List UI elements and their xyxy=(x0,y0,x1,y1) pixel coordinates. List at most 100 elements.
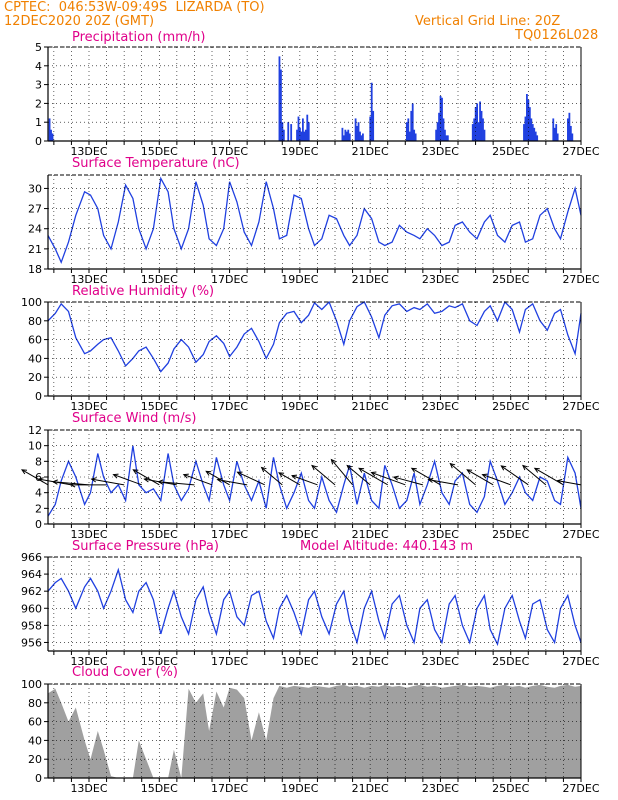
wind-arrow-head xyxy=(556,478,563,485)
precip-bar xyxy=(552,118,555,141)
wind-y-tick-label: 8 xyxy=(35,455,42,468)
precip-bar xyxy=(356,125,358,141)
wind-arrow-head xyxy=(90,477,97,483)
precip-bar xyxy=(436,122,439,141)
precip-bar xyxy=(476,103,479,141)
precip-bar xyxy=(445,135,448,141)
wind-arrow-head xyxy=(358,467,365,473)
precip-bar xyxy=(471,124,474,141)
wind-arrow xyxy=(113,474,142,486)
precip-bar xyxy=(354,118,357,141)
precip-bar xyxy=(435,129,438,141)
precip-bar xyxy=(533,127,536,141)
wind-arrow-head xyxy=(112,473,119,479)
precip-bar xyxy=(290,124,293,141)
cloud-x-tick-label: 13DEC xyxy=(70,782,107,795)
temperature-x-tick-label: 19DEC xyxy=(281,273,318,286)
wind-arrow-head xyxy=(466,469,473,475)
wind-arrow xyxy=(91,478,125,486)
wind-arrow-head xyxy=(143,477,150,483)
wind-x-tick-label: 19DEC xyxy=(281,528,318,541)
wind-arrow-head xyxy=(37,477,44,483)
wind-arrow xyxy=(411,467,441,486)
wind-y-tick-label: 6 xyxy=(35,471,42,484)
precip-bar xyxy=(410,110,413,141)
wind-arrow-head xyxy=(69,482,76,488)
precip-bar xyxy=(369,116,372,141)
cloud-cover-area xyxy=(48,684,581,778)
wind-arrow-head xyxy=(449,462,456,469)
precip-bar xyxy=(413,129,416,141)
pressure-y-tick-label: 960 xyxy=(21,602,42,615)
precip-bar xyxy=(287,122,290,141)
wind-x-tick-label: 17DEC xyxy=(211,528,248,541)
precip-bar xyxy=(483,129,486,141)
wind-arrow-head xyxy=(157,479,164,485)
wind-arrow-head xyxy=(132,469,139,475)
pressure-x-tick-label: 23DEC xyxy=(422,655,459,668)
wind-arrow xyxy=(133,469,160,486)
temperature-x-tick-label: 23DEC xyxy=(422,273,459,286)
wind-y-tick-label: 4 xyxy=(35,487,42,500)
precip-y-tick-label: 0 xyxy=(35,135,42,148)
precip-x-tick-label: 25DEC xyxy=(492,145,529,158)
wind-y-tick-label: 0 xyxy=(35,518,42,531)
precip-bar xyxy=(362,133,364,141)
precip-bar xyxy=(524,116,527,141)
precip-bar xyxy=(414,133,417,141)
wind-arrow xyxy=(291,475,318,486)
wind-arrow-head xyxy=(481,473,488,479)
precip-bar xyxy=(278,56,281,141)
precip-bar xyxy=(479,101,481,141)
wind-x-tick-label: 15DEC xyxy=(141,528,178,541)
humidity-line xyxy=(47,300,582,373)
precip-bar xyxy=(341,127,344,141)
precip-y-tick-label: 1 xyxy=(35,116,42,129)
precip-bar xyxy=(297,116,300,141)
cloud-y-tick-label: 40 xyxy=(28,734,42,747)
wind-y-tick-label: 10 xyxy=(28,440,42,453)
wind-arrow xyxy=(393,476,423,486)
precip-bar xyxy=(438,112,440,141)
temperature-y-tick-label: 18 xyxy=(28,263,42,276)
precip-bar xyxy=(280,69,282,141)
precip-bar xyxy=(530,118,533,141)
wind-arrow xyxy=(311,465,336,486)
humidity-x-tick-label: 27DEC xyxy=(562,400,599,413)
pressure-line xyxy=(47,567,582,647)
wind-arrow xyxy=(158,481,195,486)
precip-bar xyxy=(306,114,309,141)
precip-bar xyxy=(439,95,442,141)
precip-x-tick-label: 19DEC xyxy=(281,145,318,158)
precip-bar xyxy=(348,133,351,141)
precip-x-tick-label: 23DEC xyxy=(422,145,459,158)
precip-bar xyxy=(531,124,534,141)
precip-bar xyxy=(553,127,556,141)
precip-panel: 0 1 2 3 4 5 13DEC 15DEC 17DEC 19DEC 21DEC 23DEC 25DE… xyxy=(35,41,600,158)
wind-arrow-head xyxy=(21,469,28,475)
wind-arrow xyxy=(482,474,511,486)
pressure-y-tick-label: 958 xyxy=(21,619,42,632)
pressure-y-tick-label: 962 xyxy=(21,585,42,598)
humidity-y-tick-label: 100 xyxy=(21,296,42,309)
temperature-y-tick-label: 27 xyxy=(28,203,42,216)
precip-bar xyxy=(359,131,361,141)
wind-arrow-head xyxy=(522,464,528,471)
vertical-grid-note: Vertical Grid Line: 20Z xyxy=(415,14,561,29)
wind-arrow-head xyxy=(330,458,337,465)
wind-arrow xyxy=(346,465,371,486)
precip-bar xyxy=(51,133,54,141)
wind-arrow xyxy=(53,481,90,486)
station-header: CPTEC: 046:53W-09:49S LIZARDA (TO) xyxy=(4,0,265,15)
wind-arrow-head xyxy=(278,472,285,478)
precip-bar xyxy=(345,131,348,141)
wind-arrow xyxy=(466,469,494,486)
temperature-line xyxy=(47,176,582,265)
humidity-x-tick-label: 23DEC xyxy=(422,400,459,413)
precip-bar xyxy=(526,94,528,141)
cloud-x-tick-label: 19DEC xyxy=(281,782,318,795)
precip-x-tick-label: 15DEC xyxy=(141,145,178,158)
precip-bar xyxy=(347,129,350,141)
precip-x-tick-label: 27DEC xyxy=(562,145,599,158)
